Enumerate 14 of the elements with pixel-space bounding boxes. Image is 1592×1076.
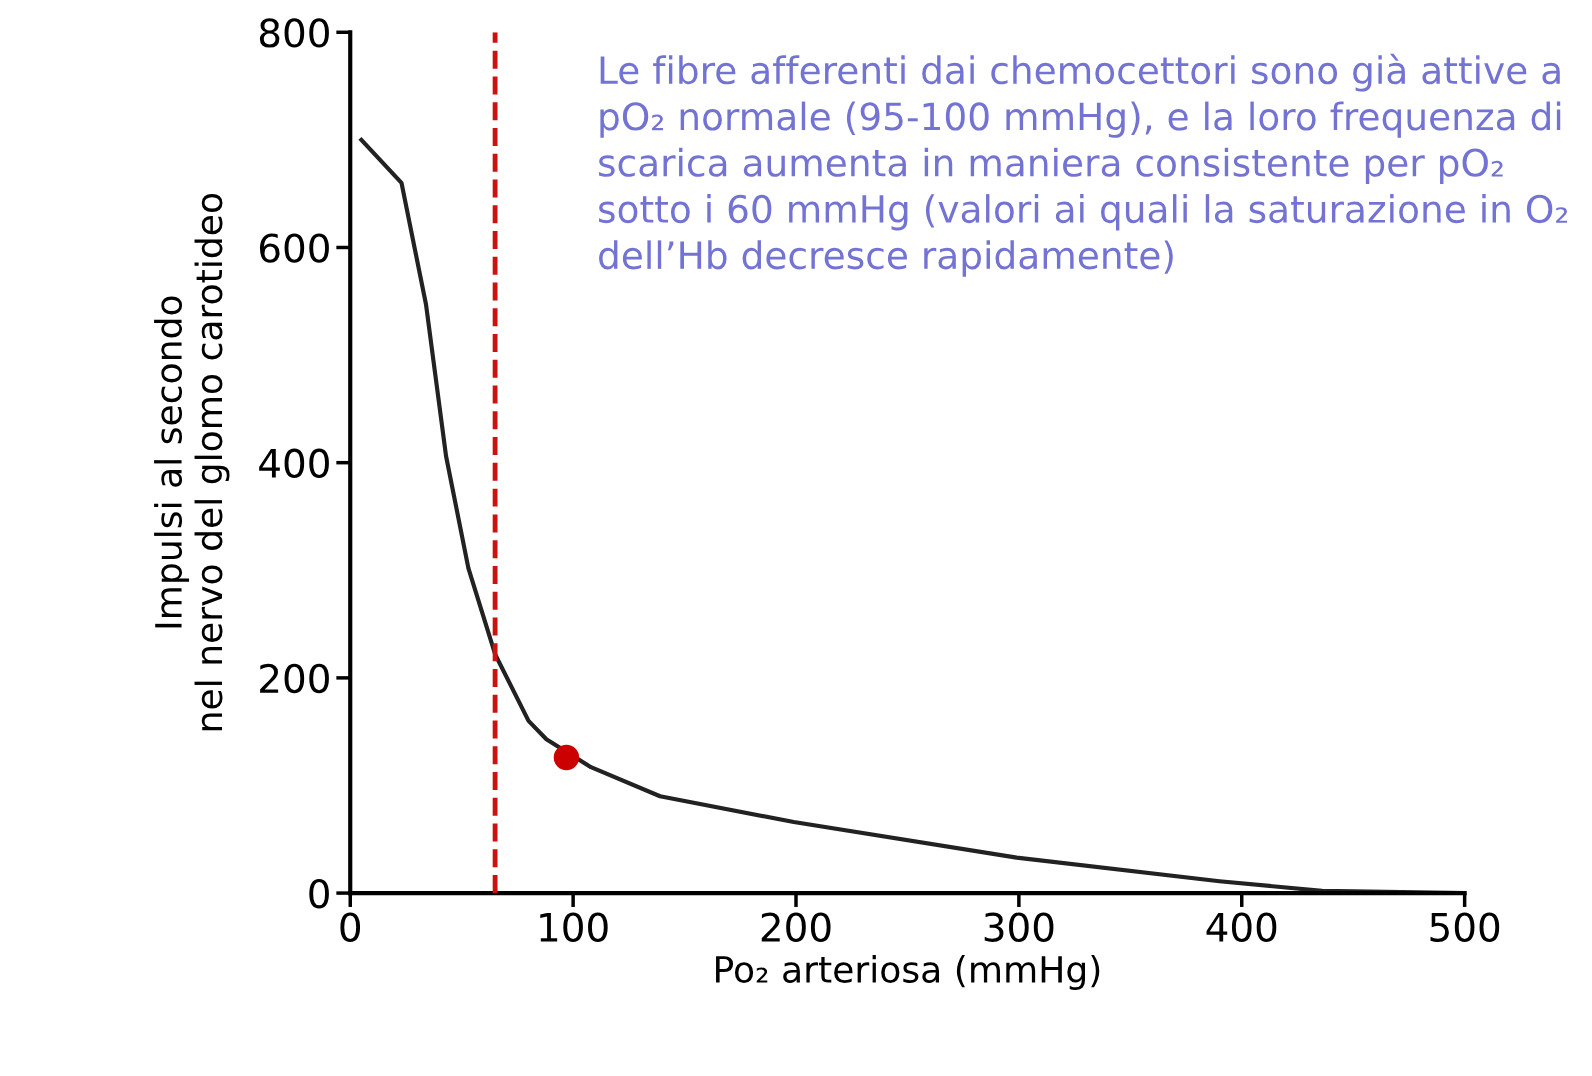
y-axis-title: Impulsi al secondo nel nervo del glomo carotideo [154,193,230,731]
y-tick-label: 0 [309,878,329,909]
x-tick-label: 100 [540,912,608,942]
x-tick-label: 200 [761,912,831,942]
x-tick-label: 500 [1430,912,1500,942]
x-tick-label: 0 [340,912,361,942]
y-tick-label: 600 [259,233,329,263]
y-tick-label: 400 [259,448,329,479]
y-tick-label: 200 [260,663,329,694]
x-axis-title: Po₂ arteriosa (mmHg) [716,955,1100,990]
x-tick-label: 300 [984,912,1054,942]
x-tick-label: 400 [1206,912,1277,942]
y-tick-label: 800 [259,18,329,48]
annotation: Le fibre afferenti dai chemocettori sono già attive a pO₂ normale (95-100 mmHg), e la loro frequenza di scarica aumenta in maniera consistente per pO₂ sotto i 60 mmHg (valori ai quali la saturazione in O₂ dell’Hb decresce rapidamente) [599,53,1568,277]
